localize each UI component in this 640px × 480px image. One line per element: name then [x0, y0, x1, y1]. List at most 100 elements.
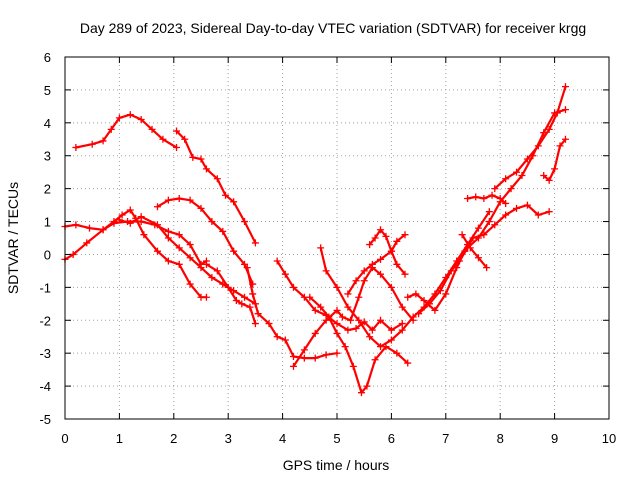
data-point-marker — [398, 320, 406, 328]
data-point-marker — [352, 277, 360, 285]
data-point-marker — [281, 336, 289, 344]
data-point-marker — [561, 135, 569, 143]
x-tick-label: 5 — [333, 431, 340, 446]
y-tick-label: 3 — [44, 149, 51, 164]
y-tick-label: -1 — [39, 280, 51, 295]
data-point-marker — [404, 359, 412, 367]
data-point-marker — [251, 239, 259, 247]
data-point-marker — [202, 165, 210, 173]
data-point-marker — [197, 264, 205, 272]
data-point-marker — [393, 260, 401, 268]
data-point-marker — [173, 144, 181, 151]
axis-ticks — [64, 56, 610, 420]
x-axis-tick-labels: 0 1 2 3 4 5 6 7 8 9 10 — [61, 431, 616, 446]
data-point-marker — [485, 208, 493, 216]
data-point-marker — [186, 280, 194, 288]
x-tick-label: 10 — [602, 431, 616, 446]
data-point-marker — [189, 153, 197, 161]
data-point-marker — [398, 326, 406, 334]
data-point-marker — [273, 333, 281, 341]
x-tick-label: 9 — [551, 431, 558, 446]
data-point-marker — [412, 290, 420, 298]
data-point-marker — [322, 267, 330, 275]
data-point-marker — [164, 196, 172, 204]
data-point-marker — [230, 247, 238, 255]
data-point-marker — [425, 300, 433, 308]
data-point-marker — [126, 219, 134, 227]
y-tick-label: 4 — [44, 116, 51, 131]
data-point-marker — [85, 224, 93, 232]
data-point-marker — [110, 218, 118, 226]
data-point-marker — [159, 135, 167, 143]
data-point-marker — [213, 175, 221, 183]
data-point-marker — [219, 280, 227, 288]
series-trace — [308, 296, 409, 394]
data-point-marker — [107, 125, 115, 133]
data-point-marker — [472, 193, 480, 201]
data-point-marker — [230, 287, 238, 295]
data-point-marker — [447, 267, 455, 275]
data-point-marker — [311, 329, 319, 337]
series-arc-17 — [464, 191, 510, 207]
data-point-marker — [387, 247, 395, 255]
data-point-marker — [341, 343, 349, 351]
data-point-marker — [246, 303, 254, 311]
data-point-marker — [118, 211, 126, 219]
data-point-marker — [281, 270, 289, 278]
data-point-marker — [366, 333, 374, 341]
data-point-marker — [333, 349, 341, 357]
data-point-marker — [352, 325, 360, 332]
data-point-marker — [360, 277, 368, 285]
data-point-marker — [83, 239, 91, 247]
data-point-marker — [401, 231, 409, 239]
data-point-marker — [474, 224, 482, 232]
data-point-marker — [553, 109, 561, 117]
data-point-marker — [349, 362, 357, 370]
data-point-marker — [368, 326, 376, 334]
data-point-marker — [126, 111, 134, 119]
series-trace — [461, 233, 488, 269]
data-point-marker — [420, 297, 428, 305]
data-point-marker — [387, 326, 395, 334]
data-point-marker — [72, 144, 80, 151]
data-series — [61, 83, 569, 397]
data-point-marker — [322, 351, 330, 359]
x-tick-label: 4 — [279, 431, 286, 446]
data-point-marker — [164, 234, 172, 242]
data-point-marker — [344, 303, 352, 311]
data-point-marker — [371, 356, 379, 364]
data-point-marker — [355, 316, 363, 324]
data-point-marker — [502, 211, 510, 219]
data-point-marker — [404, 293, 412, 301]
data-point-marker — [491, 185, 499, 193]
series-arc-11 — [317, 208, 493, 351]
data-point-marker — [360, 267, 368, 275]
y-tick-label: -3 — [39, 346, 51, 361]
data-point-marker — [221, 191, 229, 199]
data-point-marker — [488, 191, 496, 199]
data-point-marker — [502, 199, 510, 207]
data-point-marker — [485, 218, 493, 226]
data-point-marker — [173, 127, 181, 135]
series-arc-2 — [173, 127, 259, 247]
data-point-marker — [251, 320, 259, 328]
data-point-marker — [458, 231, 466, 239]
data-point-marker — [265, 320, 273, 328]
data-point-marker — [355, 293, 363, 301]
y-tick-label: 5 — [44, 83, 51, 98]
data-point-marker — [545, 208, 553, 216]
data-point-marker — [409, 316, 417, 324]
data-point-marker — [197, 155, 205, 163]
data-point-marker — [289, 362, 297, 370]
data-point-marker — [387, 336, 395, 344]
data-point-marker — [241, 293, 249, 301]
y-tick-label: 1 — [44, 215, 51, 230]
data-point-marker — [213, 267, 221, 275]
data-point-marker — [333, 306, 341, 314]
x-tick-label: 7 — [442, 431, 449, 446]
data-point-marker — [186, 196, 194, 204]
data-point-marker — [545, 125, 553, 133]
data-point-marker — [377, 316, 385, 324]
data-point-marker — [360, 318, 368, 326]
data-point-marker — [371, 234, 379, 242]
